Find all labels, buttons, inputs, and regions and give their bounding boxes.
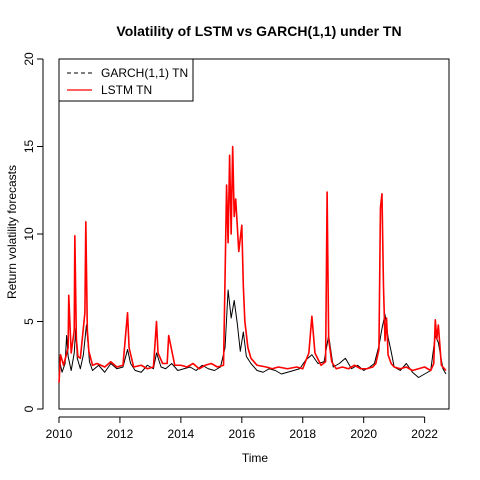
series-line-garch <box>58 289 447 378</box>
x-tick-label: 2022 <box>411 427 438 441</box>
y-tick-label: 5 <box>22 318 36 325</box>
x-tick-label: 2020 <box>350 427 377 441</box>
legend-box <box>58 58 194 102</box>
x-tick-label: 2014 <box>168 427 195 441</box>
plot-frame <box>58 58 450 410</box>
y-tick-label: 20 <box>22 52 36 66</box>
y-axis: 0 5 10 15 20 <box>22 52 44 412</box>
y-tick-label: 15 <box>22 140 36 154</box>
y-tick-label: 0 <box>22 405 36 412</box>
legend-label-garch: GARCH(1,1) TN <box>101 66 188 80</box>
x-axis-label: Time <box>242 451 269 465</box>
x-tick-label: 2016 <box>228 427 255 441</box>
x-tick-label: 2012 <box>107 427 134 441</box>
chart-title: Volatility of LSTM vs GARCH(1,1) under T… <box>116 23 401 39</box>
x-axis: 2010 2012 2014 2016 2018 2020 2022 <box>46 416 438 441</box>
y-axis-label: Return volatility forecasts <box>5 165 19 299</box>
x-tick-label: 2018 <box>289 427 316 441</box>
x-tick-label: 2010 <box>46 427 73 441</box>
series-line-lstm <box>58 145 447 383</box>
plot-area <box>58 58 450 410</box>
legend: GARCH(1,1) TN LSTM TN <box>58 58 194 102</box>
y-tick-label: 10 <box>22 227 36 241</box>
legend-label-lstm: LSTM TN <box>101 83 152 97</box>
